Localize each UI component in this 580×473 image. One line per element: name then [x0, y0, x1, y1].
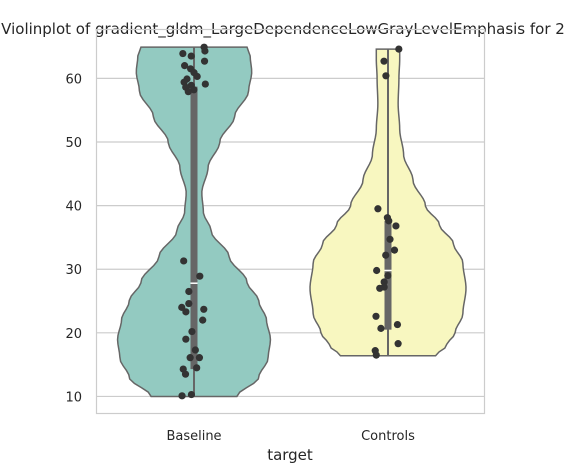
y-tick-label-20: 20: [65, 327, 82, 342]
data-point-baseline: [201, 47, 209, 55]
data-point-baseline: [181, 62, 189, 70]
iqr-box-baseline: [190, 86, 198, 370]
x-axis-label: target: [267, 446, 313, 464]
data-point-baseline: [185, 287, 193, 296]
data-point-baseline: [180, 257, 188, 265]
data-point-controls: [395, 45, 403, 53]
data-point-baseline: [182, 335, 190, 343]
data-point-controls: [385, 217, 393, 225]
data-point-baseline: [199, 316, 207, 324]
y-tick-label-60: 60: [65, 72, 82, 87]
data-point-baseline: [188, 327, 196, 336]
x-tick-label-baseline: Baseline: [166, 429, 221, 444]
data-point-controls: [386, 235, 394, 243]
data-point-controls: [393, 320, 402, 329]
data-point-baseline: [200, 57, 209, 65]
y-tick-label-50: 50: [65, 136, 82, 151]
x-tick-label-controls: Controls: [361, 429, 415, 444]
data-point-baseline: [184, 88, 192, 96]
data-point-controls: [382, 251, 390, 259]
y-tick-label-30: 30: [65, 263, 82, 278]
data-point-controls: [394, 340, 402, 348]
x-axis-ticks: Baseline Controls: [166, 429, 415, 444]
data-point-controls: [382, 72, 390, 80]
data-point-baseline: [186, 354, 194, 362]
data-point-baseline: [193, 72, 201, 81]
data-point-baseline: [182, 308, 190, 316]
plot-frame: [95, 28, 486, 415]
data-point-controls: [373, 266, 381, 275]
data-point-controls: [390, 246, 399, 254]
data-point-baseline: [196, 272, 204, 280]
data-point-baseline: [179, 49, 187, 58]
y-tick-label-10: 10: [65, 390, 82, 405]
data-point-baseline: [187, 390, 196, 399]
data-point-controls: [380, 278, 388, 286]
data-point-baseline: [200, 305, 208, 313]
data-point-controls: [384, 271, 392, 280]
strip-points: [178, 43, 403, 400]
data-point-controls: [377, 324, 385, 332]
data-point-baseline: [185, 299, 193, 308]
data-point-baseline: [190, 86, 198, 94]
violins: [116, 46, 467, 398]
data-point-controls: [380, 57, 388, 65]
data-point-controls: [374, 205, 382, 213]
data-point-baseline: [187, 52, 195, 60]
data-point-baseline: [195, 354, 204, 362]
data-point-baseline: [178, 392, 186, 400]
data-point-baseline: [201, 80, 209, 88]
data-point-baseline: [193, 364, 201, 372]
data-point-controls: [372, 351, 380, 359]
y-tick-label-40: 40: [65, 200, 82, 215]
data-point-baseline: [181, 370, 190, 378]
data-point-baseline: [191, 346, 199, 354]
data-point-controls: [376, 284, 384, 292]
data-point-controls: [372, 312, 380, 320]
data-point-controls: [392, 222, 400, 230]
y-axis-ticks: 10 20 30 40 50 60: [65, 72, 82, 405]
